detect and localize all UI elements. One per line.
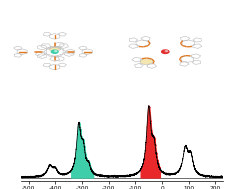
Circle shape <box>165 50 167 52</box>
Circle shape <box>51 50 58 53</box>
Circle shape <box>54 51 57 52</box>
Circle shape <box>161 50 168 53</box>
Polygon shape <box>140 58 152 65</box>
Polygon shape <box>49 46 60 52</box>
